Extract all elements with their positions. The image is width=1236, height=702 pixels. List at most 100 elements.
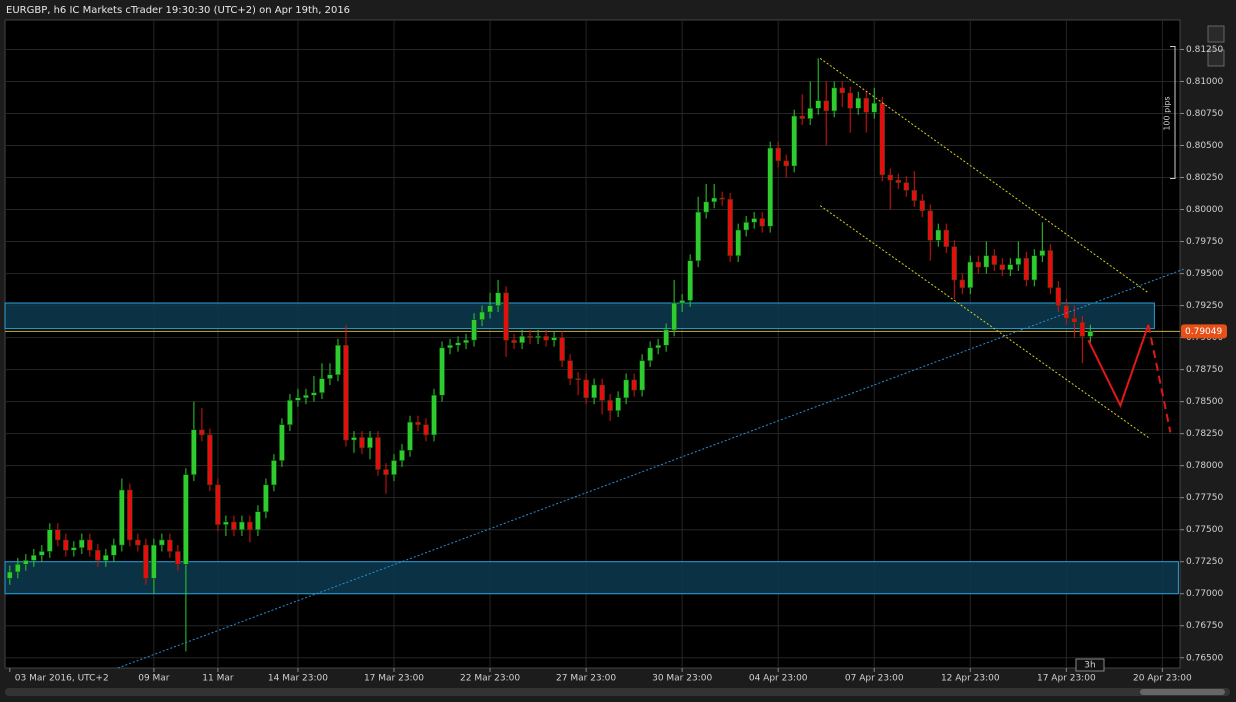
- candle-body: [239, 521, 245, 530]
- candle-body: [63, 539, 69, 551]
- y-tick-label: 0.81000: [1186, 77, 1223, 87]
- candle-body: [95, 549, 101, 561]
- candle-body: [807, 108, 813, 119]
- candle-body: [207, 434, 213, 486]
- candle-body: [783, 160, 789, 167]
- y-tick-label: 0.78500: [1186, 397, 1223, 407]
- candle-body: [863, 97, 869, 113]
- candle-body: [335, 345, 341, 375]
- current-price-tag: [1181, 324, 1227, 339]
- candle-body: [919, 200, 926, 212]
- candle-body: [999, 264, 1006, 270]
- candle-body: [87, 539, 93, 551]
- y-tick-label: 0.79750: [1186, 237, 1223, 247]
- y-tick-label: 0.77000: [1186, 589, 1223, 599]
- candle-body: [39, 551, 45, 556]
- candle-body: [527, 336, 533, 338]
- candle-body: [71, 547, 77, 551]
- candle-body: [399, 450, 405, 461]
- candle-body: [711, 197, 717, 203]
- candle-body: [839, 87, 845, 94]
- candle-body: [791, 115, 797, 167]
- x-tick-label: 14 Mar 23:00: [268, 674, 328, 684]
- x-tick-label: 17 Apr 23:00: [1037, 674, 1096, 684]
- y-tick-label: 0.76500: [1186, 653, 1223, 663]
- candle-body: [471, 319, 477, 341]
- candle-body: [535, 336, 541, 338]
- candle-body: [375, 437, 381, 470]
- candle-body: [687, 260, 693, 301]
- y-tick-label: 0.79500: [1186, 269, 1223, 279]
- detach-button[interactable]: [1207, 25, 1225, 43]
- candle-body: [519, 336, 525, 343]
- timer-box: [1075, 658, 1105, 672]
- candle-body: [199, 429, 205, 436]
- plot: 0.76500 0.76750 0.77000 0.77250 0.77500 0.777…: [4, 20, 1227, 684]
- pip-scale-label: 100 pips: [1163, 96, 1172, 130]
- candle-body: [231, 521, 237, 530]
- x-tick-label: 20 Apr 23:00: [1133, 674, 1192, 684]
- candle-body: [167, 539, 173, 552]
- candle-body: [407, 421, 413, 451]
- candle-body: [127, 489, 133, 541]
- candle-body: [47, 529, 53, 552]
- candle-body: [831, 87, 837, 112]
- candle-body: [255, 511, 261, 530]
- candle-body: [1015, 257, 1022, 265]
- candle-body: [495, 292, 501, 306]
- candle-body: [543, 336, 549, 341]
- y-tick-label: 0.77250: [1186, 557, 1223, 567]
- candle-body: [719, 197, 725, 200]
- y-tick-label: 0.79250: [1186, 301, 1223, 311]
- candle-body: [215, 484, 221, 525]
- scrollbar-thumb[interactable]: [1140, 689, 1225, 695]
- candle-body: [1023, 257, 1030, 281]
- y-tick-label: 0.78250: [1186, 429, 1223, 439]
- candle-body: [751, 218, 757, 223]
- candle-body: [23, 560, 29, 565]
- candle-body: [823, 100, 829, 112]
- candle-body: [511, 339, 517, 343]
- candle-body: [743, 222, 749, 231]
- x-tick-label: 17 Mar 23:00: [364, 674, 424, 684]
- candle-body: [447, 345, 453, 349]
- candle-body: [871, 102, 877, 113]
- candle-body: [303, 394, 309, 399]
- candle-body: [423, 424, 429, 436]
- y-tick-label: 0.77750: [1186, 493, 1223, 503]
- scrollbar[interactable]: [5, 688, 1230, 696]
- candle-body: [815, 100, 821, 109]
- x-tick-label: 03 Mar 2016, UTC+2: [15, 674, 109, 684]
- x-tick-label: 12 Apr 23:00: [941, 674, 1000, 684]
- candle-body: [319, 378, 325, 393]
- candle-body: [935, 229, 942, 241]
- candle-body: [671, 302, 677, 331]
- candle-body: [359, 437, 365, 448]
- candle-body: [895, 179, 902, 183]
- candle-body: [695, 211, 701, 262]
- candle-body: [967, 261, 974, 288]
- x-tick-label: 22 Mar 23:00: [460, 674, 520, 684]
- candle-body: [431, 394, 437, 436]
- current-price-label: 0.79049: [1185, 327, 1222, 337]
- timer-label: 3h: [1084, 661, 1095, 671]
- screenshot-button[interactable]: [1207, 49, 1225, 67]
- zone: [4, 302, 1155, 330]
- candle-body: [951, 246, 958, 281]
- candle-body: [591, 384, 597, 399]
- candle-body: [647, 347, 653, 361]
- candle-body: [15, 564, 21, 573]
- candle-body: [551, 337, 557, 341]
- candle-body: [271, 460, 277, 486]
- candle-body: [279, 424, 285, 461]
- x-tick-label: 11 Mar: [202, 674, 234, 684]
- candle-body: [367, 437, 373, 448]
- candle-body: [79, 539, 85, 548]
- candle-body: [1007, 264, 1014, 270]
- y-tick-label: 0.80000: [1186, 205, 1223, 215]
- candle-body: [599, 384, 605, 401]
- candle-body: [119, 489, 125, 546]
- candle-body: [351, 437, 357, 441]
